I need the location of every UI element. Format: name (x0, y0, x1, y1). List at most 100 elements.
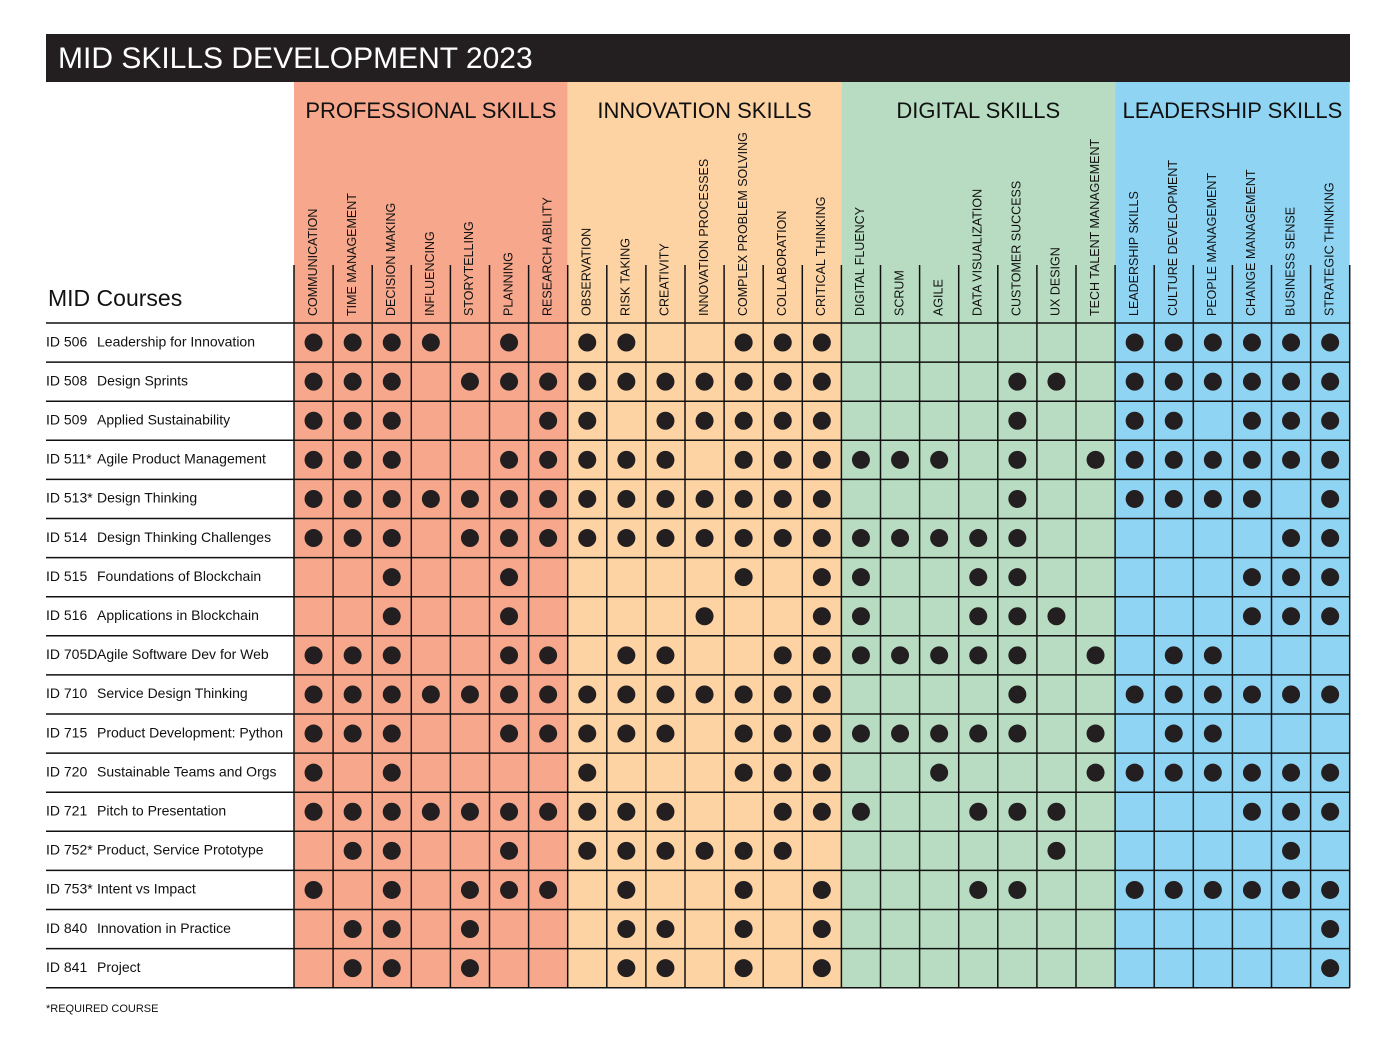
skill-dot (812, 333, 831, 352)
skill-dot (343, 529, 362, 548)
skill-dot (773, 841, 792, 860)
skill-dot (1203, 646, 1222, 665)
skill-dot (969, 724, 988, 743)
skill-dot (656, 959, 675, 978)
skill-dot (812, 372, 831, 391)
skill-dot (578, 372, 597, 391)
skill-dot (1282, 411, 1301, 430)
skill-dot (1047, 841, 1066, 860)
skill-header: CREATIVITY (658, 243, 672, 316)
skill-dot (891, 724, 910, 743)
skill-header: LEADERSHIP SKILLS (1127, 191, 1141, 316)
skill-dot (1164, 646, 1183, 665)
skill-dot (304, 450, 323, 469)
skill-header: PEOPLE MANAGEMENT (1205, 173, 1219, 316)
course-code: ID 514 (46, 529, 87, 545)
skill-dot (851, 802, 870, 821)
skill-dot (1086, 450, 1105, 469)
course-code: ID 721 (46, 802, 87, 818)
skill-dot (812, 959, 831, 978)
skill-header: COMPLEX PROBLEM SOLVING (736, 132, 750, 316)
skill-dot (578, 802, 597, 821)
skill-dot (734, 959, 753, 978)
skill-dot (304, 489, 323, 508)
skill-dot (812, 450, 831, 469)
skill-dot (812, 411, 831, 430)
course-code: ID 506 (46, 333, 87, 349)
skill-dot (617, 372, 636, 391)
skill-dot (734, 763, 753, 782)
skill-dot (1203, 489, 1222, 508)
skill-header: INNOVATION PROCESSES (697, 159, 711, 316)
skill-dot (1203, 333, 1222, 352)
skill-header: DECISION MAKING (384, 203, 398, 316)
skill-dot (773, 529, 792, 548)
skill-dot (617, 450, 636, 469)
skill-dot (773, 489, 792, 508)
course-code: ID 516 (46, 607, 87, 623)
skill-dot (812, 646, 831, 665)
skill-dot (773, 411, 792, 430)
skill-dot (1242, 411, 1261, 430)
skill-dot (812, 802, 831, 821)
skill-dot (1164, 880, 1183, 899)
skill-dot (1008, 646, 1027, 665)
title-bar (46, 34, 1350, 82)
skill-header: OBSERVATION (580, 228, 594, 316)
skill-dot (1008, 802, 1027, 821)
skill-header: RISK TAKING (619, 238, 633, 316)
skill-dot (930, 529, 949, 548)
skill-dot (578, 450, 597, 469)
skill-dot (734, 450, 753, 469)
course-code: ID 513* (46, 490, 93, 506)
course-name: Agile Product Management (97, 451, 266, 467)
course-name: Pitch to Presentation (97, 802, 226, 818)
skill-dot (734, 529, 753, 548)
skill-header: CULTURE DEVELOPMENT (1166, 160, 1180, 316)
skill-dot (734, 685, 753, 704)
skill-dot (382, 411, 401, 430)
skill-dot (578, 333, 597, 352)
skill-dot (578, 411, 597, 430)
skill-dot (1047, 802, 1066, 821)
course-code: ID 509 (46, 411, 87, 427)
skill-dot (851, 724, 870, 743)
skill-dot (1321, 959, 1340, 978)
skill-dot (1282, 802, 1301, 821)
skill-header: COLLABORATION (775, 211, 789, 316)
skill-dot (1203, 450, 1222, 469)
skill-dot (304, 411, 323, 430)
skill-dot (1125, 450, 1144, 469)
skill-dot (460, 372, 479, 391)
skill-dot (460, 802, 479, 821)
skill-header: SCRUM (892, 270, 906, 316)
skill-dot (1164, 724, 1183, 743)
skill-dot (304, 646, 323, 665)
course-code: ID 515 (46, 568, 87, 584)
skill-dot (382, 372, 401, 391)
skill-dot (500, 333, 519, 352)
course-name: Product, Service Prototype (97, 842, 264, 858)
skill-dot (343, 450, 362, 469)
skill-dot (539, 450, 558, 469)
skill-dot (1047, 372, 1066, 391)
skill-dot (539, 685, 558, 704)
skill-dot (1008, 880, 1027, 899)
skill-dot (1164, 763, 1183, 782)
skill-dot (1242, 372, 1261, 391)
skill-dot (1282, 372, 1301, 391)
skill-dot (1321, 529, 1340, 548)
skill-dot (617, 841, 636, 860)
skill-dot (656, 450, 675, 469)
skill-dot (1321, 802, 1340, 821)
footnote: *REQUIRED COURSE (46, 1003, 158, 1015)
skill-header: DATA VISUALIZATION (971, 189, 985, 316)
skill-dot (1282, 607, 1301, 626)
skill-dot (773, 646, 792, 665)
skill-dot (343, 411, 362, 430)
skill-dot (969, 646, 988, 665)
skill-dot (1321, 450, 1340, 469)
skill-dot (695, 411, 714, 430)
course-name: Design Thinking (97, 490, 197, 506)
